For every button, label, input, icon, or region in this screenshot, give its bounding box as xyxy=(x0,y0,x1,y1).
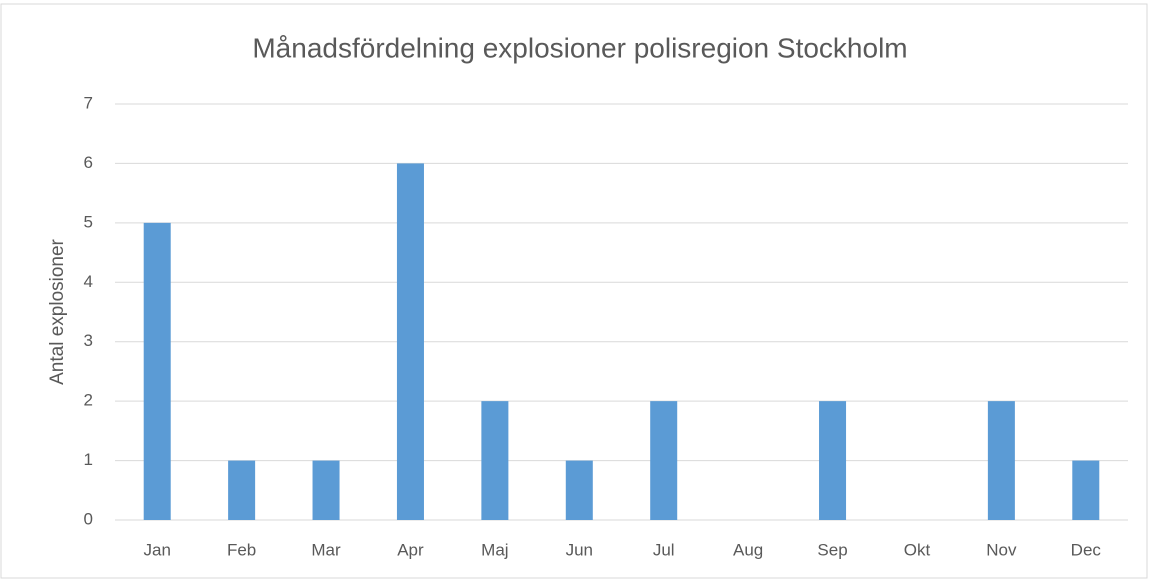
x-tick-label: Sep xyxy=(817,540,847,559)
x-tick-label: Aug xyxy=(733,540,763,559)
y-tick-label: 0 xyxy=(84,509,93,528)
x-tick-label: Jun xyxy=(566,540,593,559)
y-tick-label: 5 xyxy=(84,212,93,231)
bar xyxy=(565,460,593,520)
x-tick-label: Dec xyxy=(1071,540,1102,559)
x-tick-label: Maj xyxy=(481,540,508,559)
bar xyxy=(819,401,847,520)
bar xyxy=(228,460,256,520)
y-tick-label: 3 xyxy=(84,331,93,350)
x-tick-label: Apr xyxy=(397,540,424,559)
y-tick-label: 4 xyxy=(84,272,93,291)
y-axis-label: Antal explosioner xyxy=(47,238,68,384)
y-tick-label: 7 xyxy=(84,93,93,112)
x-tick-label: Jul xyxy=(653,540,675,559)
bar xyxy=(312,460,340,520)
chart-title: Månadsfördelning explosioner polisregion… xyxy=(252,32,907,63)
bar xyxy=(143,222,171,520)
x-tick-label: Mar xyxy=(311,540,341,559)
bar xyxy=(987,401,1015,520)
x-tick-label: Okt xyxy=(904,540,931,559)
bar xyxy=(396,163,424,520)
x-tick-label: Feb xyxy=(227,540,256,559)
y-tick-label: 6 xyxy=(84,153,93,172)
x-tick-label: Jan xyxy=(143,540,170,559)
y-tick-label: 2 xyxy=(84,391,93,410)
y-tick-label: 1 xyxy=(84,450,93,469)
bar xyxy=(1072,460,1100,520)
bar xyxy=(650,401,678,520)
x-tick-label: Nov xyxy=(986,540,1017,559)
bar xyxy=(481,401,509,520)
